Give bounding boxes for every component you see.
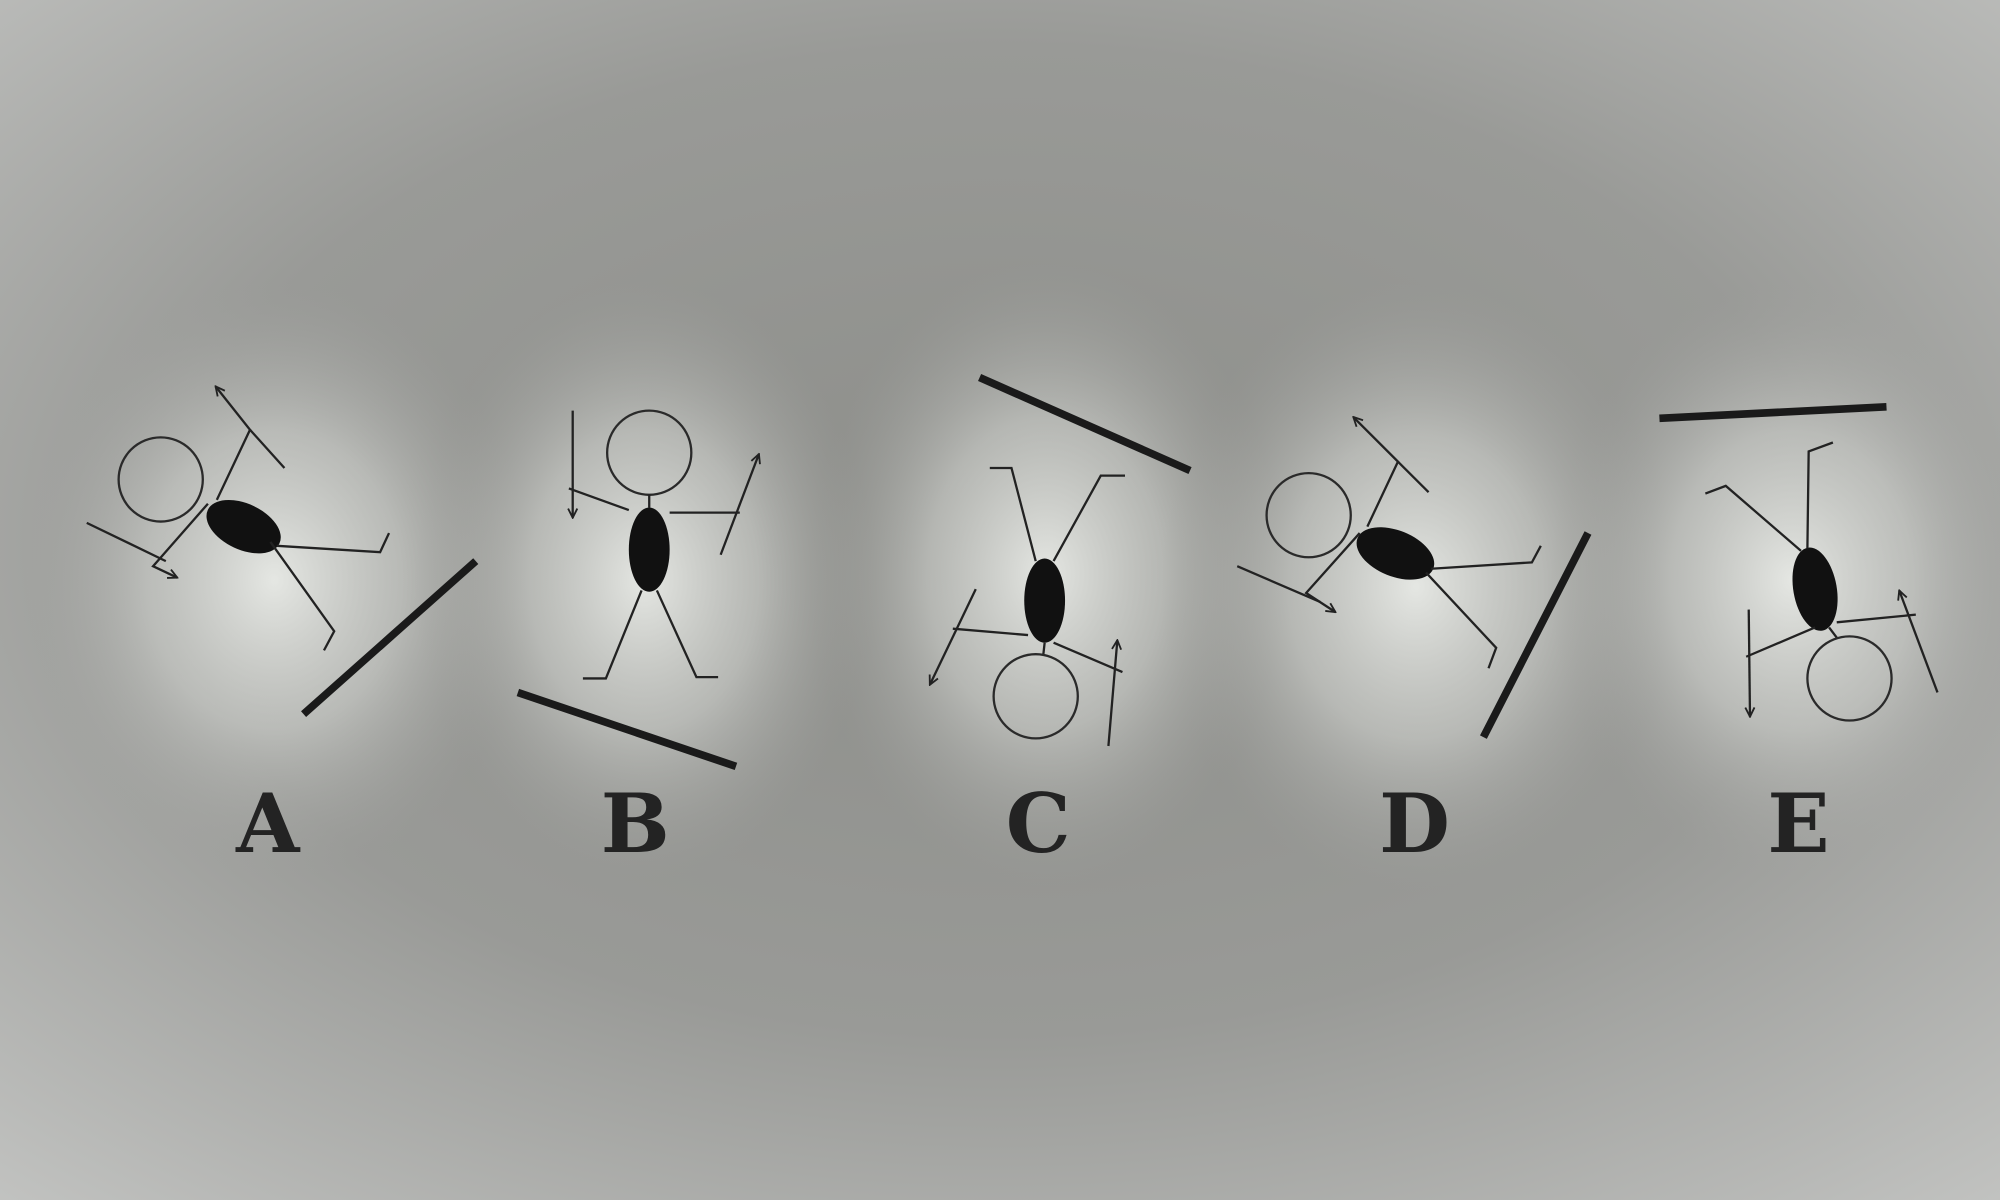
option-c-head	[992, 653, 1079, 740]
option-a-label: A	[235, 776, 301, 872]
option-c-body	[1024, 558, 1066, 643]
option-e-arm-right	[1836, 613, 1916, 624]
option-d-arm-left-line	[1236, 565, 1321, 603]
option-a-figure[interactable]	[86, 386, 479, 717]
option-e-arm-right-arrow	[1899, 590, 1939, 693]
option-c-arm-right	[1053, 641, 1123, 674]
option-a-arm-left-line	[86, 521, 167, 563]
option-d-body	[1356, 527, 1435, 580]
option-a-leg-left	[269, 541, 336, 651]
option-b-body	[628, 507, 670, 592]
option-e-figure[interactable]	[1659, 402, 1939, 722]
option-e-leg-right	[1806, 441, 1834, 549]
option-a-body	[206, 499, 281, 554]
option-d-label: D	[1379, 776, 1450, 872]
option-d-leg-right	[1431, 545, 1542, 570]
option-e-head	[1806, 635, 1893, 722]
option-b-arm-right-arrow	[719, 454, 759, 556]
option-a-arm-right-tick	[249, 428, 286, 469]
option-b-leg-right	[655, 589, 719, 679]
option-b-surface-bar	[516, 688, 738, 771]
option-a-leg-right	[276, 532, 391, 554]
option-e-leg-left	[1704, 484, 1802, 552]
option-e-body	[1792, 547, 1838, 631]
halo-e	[1549, 280, 2000, 880]
option-c-label: C	[1006, 776, 1071, 872]
option-a-surface-bar	[301, 558, 479, 717]
option-c-figure[interactable]	[930, 373, 1192, 747]
option-b-label: B	[601, 776, 670, 872]
option-b-arm-left	[568, 487, 630, 512]
option-c-arm-right-arrow	[1107, 640, 1117, 747]
option-e-arm-left-arrow	[1749, 609, 1750, 717]
option-d-arm-right-tick	[1397, 460, 1430, 494]
option-a-head	[117, 436, 204, 523]
option-c-neck	[1042, 642, 1046, 655]
option-d-surface-bar	[1480, 531, 1592, 739]
option-e-arm-left	[1745, 626, 1816, 658]
option-c-leg-left	[989, 466, 1037, 562]
option-c-leg-right	[1052, 474, 1125, 562]
option-e-label: E	[1767, 776, 1829, 872]
option-d-figure[interactable]	[1236, 417, 1592, 739]
halo-d	[1160, 280, 1671, 893]
option-e-surface-bar	[1659, 402, 1887, 423]
option-c-arm-left	[952, 627, 1029, 637]
option-e-neck	[1828, 626, 1838, 639]
option-c-arm-left-arrow	[930, 588, 977, 685]
option-d-arm-left	[1304, 532, 1361, 612]
option-d-head	[1265, 471, 1352, 559]
option-d-leg-left	[1425, 571, 1498, 669]
option-b-leg-left	[582, 590, 643, 680]
halo-a	[19, 280, 530, 880]
option-a-arm-left	[151, 502, 209, 578]
option-b-figure[interactable]	[516, 409, 759, 771]
option-c-surface-bar	[978, 373, 1192, 475]
